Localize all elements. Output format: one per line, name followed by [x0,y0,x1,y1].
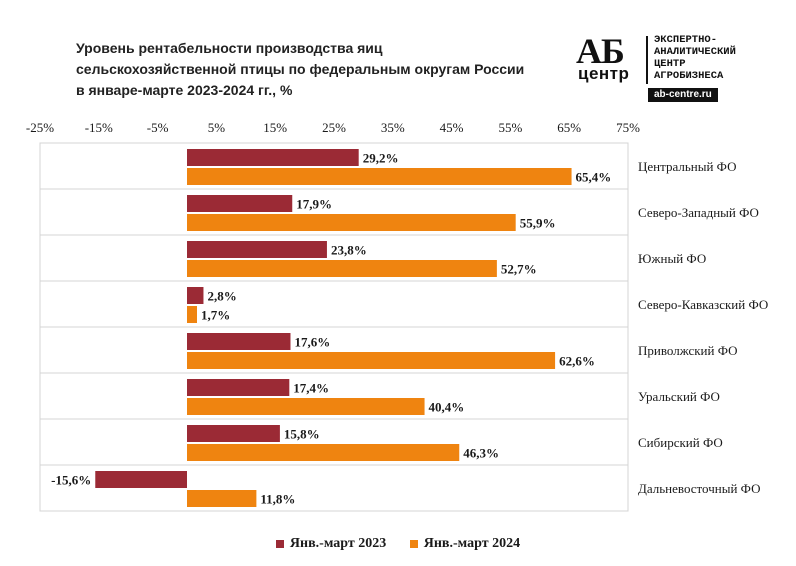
x-tick-label: 45% [440,120,464,135]
logo-ab-text: АБ [576,31,625,71]
bar-2024[interactable] [187,306,197,323]
logo-center-text: центр [578,64,630,83]
data-label-2023: 23,8% [331,243,367,258]
data-label-2024: 46,3% [463,446,499,461]
bar-2023[interactable] [187,195,293,212]
x-tick-label: -5% [147,120,169,135]
data-label-2024: 52,7% [501,262,537,277]
data-label-2024: 40,4% [429,400,465,415]
data-label-2023: 17,4% [293,381,329,396]
legend-swatch-2024 [409,540,418,548]
chart-title: Уровень рентабельности производства яиц … [76,38,576,101]
legend-swatch-2023 [275,540,284,548]
bar-2023[interactable] [187,425,280,442]
x-tick-label: 5% [208,120,226,135]
category-label: Сибирский ФО [638,435,723,450]
data-label-2024: 65,4% [576,170,612,185]
legend-item-2023[interactable]: Янв.-март 2023 [275,536,387,552]
bar-2023[interactable] [187,379,290,396]
x-tick-label: 35% [381,120,405,135]
bar-2024[interactable] [187,490,257,507]
ab-centre-logo: АБ центр ЭКСПЕРТНО- АНАЛИТИЧЕСКИЙ ЦЕНТР … [576,31,786,106]
bar-2023[interactable] [187,287,204,304]
data-label-2024: 1,7% [201,308,230,323]
legend-item-2024[interactable]: Янв.-март 2024 [409,536,521,552]
data-label-2023: 17,9% [296,197,332,212]
data-label-2023: 2,8% [207,289,236,304]
bar-2024[interactable] [187,214,516,231]
bar-2024[interactable] [187,352,556,369]
title-line-1: Уровень рентабельности производства яиц [76,40,383,56]
x-tick-label: -15% [85,120,113,135]
x-tick-label: -25% [26,120,54,135]
title-line-2: сельскохозяйственной птицы по федеральны… [76,61,525,77]
bar-2023[interactable] [187,241,327,258]
logo-tagline: ЭКСПЕРТНО- АНАЛИТИЧЕСКИЙ ЦЕНТР АГРОБИЗНЕ… [654,34,736,82]
bar-2024[interactable] [187,444,460,461]
bar-2023[interactable] [187,333,291,350]
legend: Янв.-март 2023 Янв.-март 2024 [0,536,796,553]
data-label-2023: 17,6% [294,335,330,350]
logo-tagline-line: АГРОБИЗНЕСА [654,70,724,82]
data-label-2024: 11,8% [260,492,295,507]
bar-2023[interactable] [187,149,359,166]
x-tick-label: 55% [498,120,522,135]
data-label-2023: -15,6% [51,473,91,488]
category-label: Северо-Кавказский ФО [638,297,768,312]
title-line-3: в январе-марте 2023-2024 гг., % [76,82,293,98]
logo-tagline-line: АНАЛИТИЧЕСКИЙ [654,46,736,58]
x-tick-label: 15% [263,120,287,135]
category-label: Дальневосточный ФО [638,481,760,496]
data-label-2024: 62,6% [559,354,595,369]
category-label: Южный ФО [638,251,706,266]
category-label: Уральский ФО [638,389,720,404]
x-tick-label: 65% [557,120,581,135]
data-label-2023: 29,2% [363,151,399,166]
bar-2024[interactable] [187,168,572,185]
logo-tagline-line: ЦЕНТР [654,58,686,70]
bar-2023[interactable] [95,471,187,488]
bar-2024[interactable] [187,260,497,277]
logo-site-link[interactable]: ab-centre.ru [648,88,718,102]
legend-label-2024: Янв.-март 2024 [423,536,521,551]
logo-divider [646,36,648,84]
logo-tagline-line: ЭКСПЕРТНО- [654,34,718,46]
category-label: Северо-Западный ФО [638,205,759,220]
x-tick-label: 75% [616,120,640,135]
data-label-2023: 15,8% [284,427,320,442]
data-label-2024: 55,9% [520,216,556,231]
x-tick-label: 25% [322,120,346,135]
category-label: Приволжский ФО [638,343,738,358]
legend-label-2023: Янв.-март 2023 [289,536,387,551]
category-label: Центральный ФО [638,159,736,174]
bar-2024[interactable] [187,398,425,415]
